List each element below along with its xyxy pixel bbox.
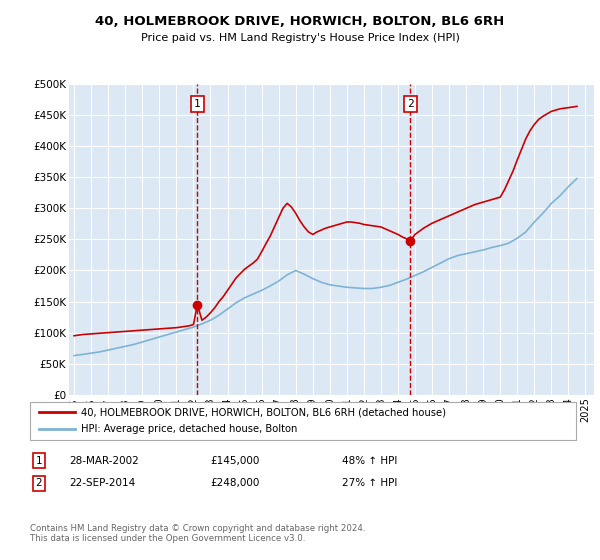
Text: 27% ↑ HPI: 27% ↑ HPI xyxy=(342,478,397,488)
Text: 40, HOLMEBROOK DRIVE, HORWICH, BOLTON, BL6 6RH (detached house): 40, HOLMEBROOK DRIVE, HORWICH, BOLTON, B… xyxy=(81,407,446,417)
Text: Contains HM Land Registry data © Crown copyright and database right 2024.
This d: Contains HM Land Registry data © Crown c… xyxy=(30,524,365,543)
Text: 40, HOLMEBROOK DRIVE, HORWICH, BOLTON, BL6 6RH: 40, HOLMEBROOK DRIVE, HORWICH, BOLTON, B… xyxy=(95,15,505,28)
Text: 2: 2 xyxy=(35,478,43,488)
Text: HPI: Average price, detached house, Bolton: HPI: Average price, detached house, Bolt… xyxy=(81,424,298,434)
Text: 22-SEP-2014: 22-SEP-2014 xyxy=(69,478,135,488)
Text: 2: 2 xyxy=(407,99,414,109)
Text: £145,000: £145,000 xyxy=(210,456,259,466)
Text: 28-MAR-2002: 28-MAR-2002 xyxy=(69,456,139,466)
Text: £248,000: £248,000 xyxy=(210,478,259,488)
Text: 1: 1 xyxy=(194,99,201,109)
Text: 1: 1 xyxy=(35,456,43,466)
Text: Price paid vs. HM Land Registry's House Price Index (HPI): Price paid vs. HM Land Registry's House … xyxy=(140,33,460,43)
Text: 48% ↑ HPI: 48% ↑ HPI xyxy=(342,456,397,466)
